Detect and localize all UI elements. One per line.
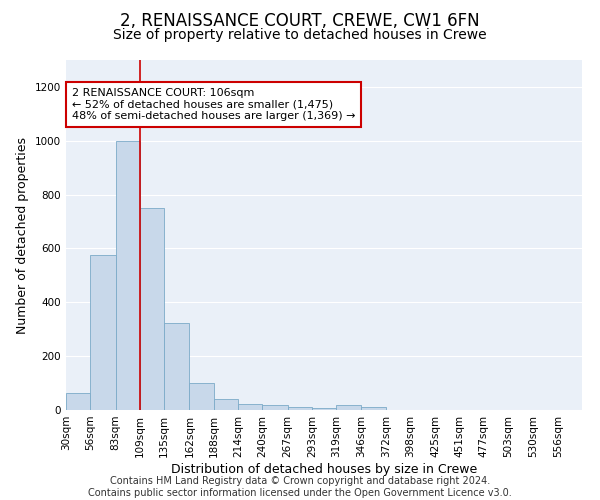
Bar [262, 405, 287, 410]
Y-axis label: Number of detached properties: Number of detached properties [16, 136, 29, 334]
Bar [312, 408, 336, 410]
Bar [287, 408, 312, 410]
X-axis label: Distribution of detached houses by size in Crewe: Distribution of detached houses by size … [171, 462, 477, 475]
Bar [214, 399, 238, 410]
Bar [238, 404, 262, 410]
Bar [140, 208, 164, 410]
Text: 2, RENAISSANCE COURT, CREWE, CW1 6FN: 2, RENAISSANCE COURT, CREWE, CW1 6FN [120, 12, 480, 30]
Bar [164, 322, 190, 410]
Bar [91, 255, 116, 410]
Bar [116, 141, 140, 410]
Bar [361, 407, 386, 410]
Bar [190, 383, 214, 410]
Bar [336, 405, 361, 410]
Text: Contains HM Land Registry data © Crown copyright and database right 2024.
Contai: Contains HM Land Registry data © Crown c… [88, 476, 512, 498]
Text: Size of property relative to detached houses in Crewe: Size of property relative to detached ho… [113, 28, 487, 42]
Text: 2 RENAISSANCE COURT: 106sqm
← 52% of detached houses are smaller (1,475)
48% of : 2 RENAISSANCE COURT: 106sqm ← 52% of det… [71, 88, 355, 121]
Bar [66, 392, 91, 410]
